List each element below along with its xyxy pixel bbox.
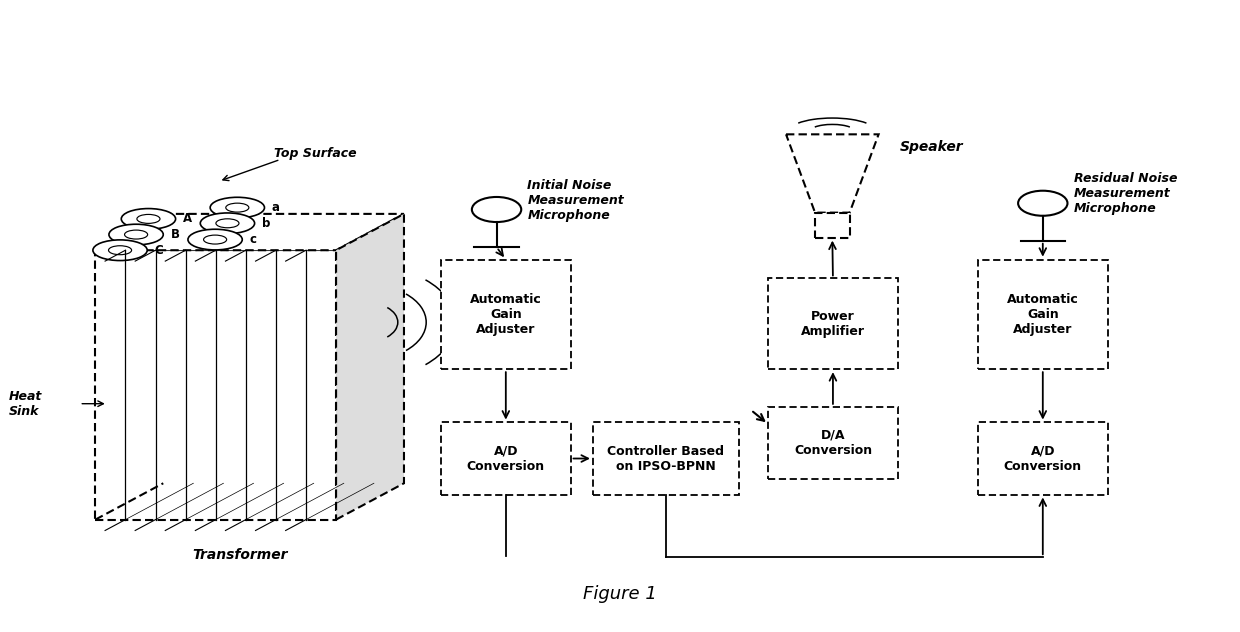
- Text: Power
Amplifier: Power Amplifier: [801, 310, 866, 338]
- Polygon shape: [95, 250, 336, 520]
- Bar: [441, 423, 570, 494]
- Text: Heat
Sink: Heat Sink: [9, 390, 42, 418]
- Bar: [978, 423, 1107, 494]
- Polygon shape: [786, 135, 879, 212]
- Text: D/A
Conversion: D/A Conversion: [794, 429, 872, 457]
- Ellipse shape: [109, 224, 164, 245]
- Text: Controller Based
on IPSO-BPNN: Controller Based on IPSO-BPNN: [608, 444, 724, 473]
- Polygon shape: [95, 214, 404, 250]
- Ellipse shape: [124, 230, 148, 239]
- Ellipse shape: [226, 203, 249, 212]
- Text: b: b: [262, 217, 270, 230]
- Text: Top Surface: Top Surface: [274, 147, 357, 160]
- Ellipse shape: [210, 197, 264, 218]
- Text: Initial Noise
Measurement
Microphone: Initial Noise Measurement Microphone: [527, 179, 624, 222]
- Text: Residual Noise
Measurement
Microphone: Residual Noise Measurement Microphone: [1074, 173, 1177, 216]
- Text: C: C: [155, 244, 164, 257]
- Bar: [815, 212, 849, 238]
- Bar: [768, 279, 898, 369]
- Text: B: B: [171, 228, 180, 241]
- Text: Transformer: Transformer: [192, 548, 288, 562]
- Ellipse shape: [203, 235, 227, 244]
- Ellipse shape: [216, 219, 239, 228]
- Bar: [768, 407, 898, 479]
- Ellipse shape: [188, 229, 242, 250]
- Ellipse shape: [93, 240, 148, 260]
- Ellipse shape: [136, 214, 160, 223]
- Text: A/D
Conversion: A/D Conversion: [1003, 444, 1081, 473]
- Polygon shape: [336, 214, 404, 520]
- Text: a: a: [272, 201, 280, 214]
- Text: Speaker: Speaker: [900, 140, 963, 154]
- Bar: [441, 260, 570, 369]
- Bar: [978, 260, 1107, 369]
- Ellipse shape: [109, 246, 131, 255]
- Text: A/D
Conversion: A/D Conversion: [466, 444, 544, 473]
- Text: c: c: [249, 233, 257, 246]
- Text: Automatic
Gain
Adjuster: Automatic Gain Adjuster: [1007, 293, 1079, 336]
- Text: Figure 1: Figure 1: [583, 585, 657, 603]
- Ellipse shape: [201, 213, 254, 234]
- Bar: [593, 423, 739, 494]
- Text: Automatic
Gain
Adjuster: Automatic Gain Adjuster: [470, 293, 542, 336]
- Circle shape: [1018, 191, 1068, 216]
- Ellipse shape: [122, 209, 176, 229]
- Text: A: A: [184, 212, 192, 226]
- Circle shape: [472, 197, 521, 222]
